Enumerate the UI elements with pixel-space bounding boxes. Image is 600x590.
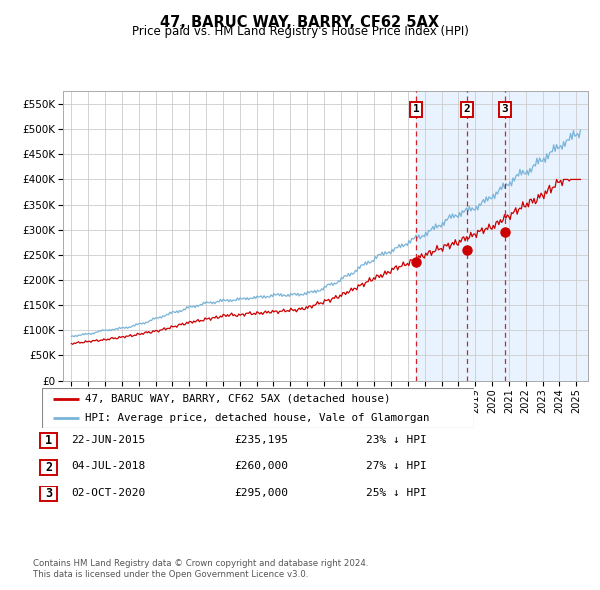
Text: 04-JUL-2018: 04-JUL-2018 bbox=[71, 461, 145, 471]
Text: 3: 3 bbox=[45, 487, 52, 500]
Text: 2: 2 bbox=[45, 461, 52, 474]
Text: This data is licensed under the Open Government Licence v3.0.: This data is licensed under the Open Gov… bbox=[33, 571, 308, 579]
Text: 1: 1 bbox=[45, 434, 52, 447]
Text: HPI: Average price, detached house, Vale of Glamorgan: HPI: Average price, detached house, Vale… bbox=[85, 413, 430, 422]
Text: £260,000: £260,000 bbox=[234, 461, 288, 471]
Text: £295,000: £295,000 bbox=[234, 488, 288, 497]
Text: Price paid vs. HM Land Registry's House Price Index (HPI): Price paid vs. HM Land Registry's House … bbox=[131, 25, 469, 38]
Text: £235,195: £235,195 bbox=[234, 435, 288, 444]
Text: 1: 1 bbox=[413, 104, 419, 114]
Text: 47, BARUC WAY, BARRY, CF62 5AX (detached house): 47, BARUC WAY, BARRY, CF62 5AX (detached… bbox=[85, 394, 391, 404]
Text: 22-JUN-2015: 22-JUN-2015 bbox=[71, 435, 145, 444]
Text: Contains HM Land Registry data © Crown copyright and database right 2024.: Contains HM Land Registry data © Crown c… bbox=[33, 559, 368, 568]
Text: 23% ↓ HPI: 23% ↓ HPI bbox=[366, 435, 427, 444]
Text: 2: 2 bbox=[464, 104, 470, 114]
Text: 47, BARUC WAY, BARRY, CF62 5AX: 47, BARUC WAY, BARRY, CF62 5AX bbox=[160, 15, 440, 30]
Text: 02-OCT-2020: 02-OCT-2020 bbox=[71, 488, 145, 497]
Text: 25% ↓ HPI: 25% ↓ HPI bbox=[366, 488, 427, 497]
Bar bbox=[416, 91, 600, 381]
Text: 3: 3 bbox=[502, 104, 508, 114]
Text: 27% ↓ HPI: 27% ↓ HPI bbox=[366, 461, 427, 471]
